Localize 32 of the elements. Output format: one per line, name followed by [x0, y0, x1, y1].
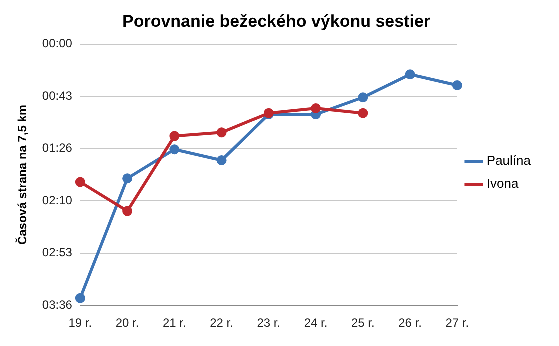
point — [358, 108, 368, 118]
point — [170, 144, 180, 155]
y-tick-label: 02:53 — [42, 246, 73, 260]
x-tick-label: 25 r. — [351, 316, 375, 330]
x-tick-label: 24 r. — [304, 316, 328, 330]
point — [122, 206, 133, 216]
y-tick-label: 01:26 — [42, 141, 73, 156]
point — [358, 92, 368, 103]
x-tick-label: 20 r. — [116, 316, 140, 330]
y-tick-label: 03:36 — [42, 298, 73, 312]
x-tick-label: 19 r. — [68, 316, 92, 330]
point — [311, 103, 322, 114]
y-axis-title: Časová strana na 7,5 km — [16, 104, 30, 246]
point — [216, 155, 227, 166]
y-tick-label: 00:00 — [42, 36, 73, 51]
point — [170, 131, 180, 142]
x-tick-label: 23 r. — [257, 316, 281, 330]
point — [122, 174, 133, 184]
x-tick-label: 21 r. — [162, 316, 186, 330]
x-tick-label: 27 r. — [446, 316, 470, 330]
point — [405, 70, 416, 80]
point — [75, 293, 86, 304]
point — [452, 80, 462, 91]
chart-title: Porovnanie bežeckého výkonu sestier — [122, 12, 431, 31]
y-tick-label: 00:43 — [42, 88, 73, 103]
x-tick-label: 26 r. — [398, 316, 422, 330]
y-tick-label: 02:10 — [42, 193, 73, 208]
point — [216, 128, 227, 138]
legend-label: Paulína — [486, 153, 532, 168]
legend-label: Ivona — [486, 176, 520, 192]
point — [75, 177, 86, 188]
x-tick-label: 22 r. — [210, 316, 234, 330]
